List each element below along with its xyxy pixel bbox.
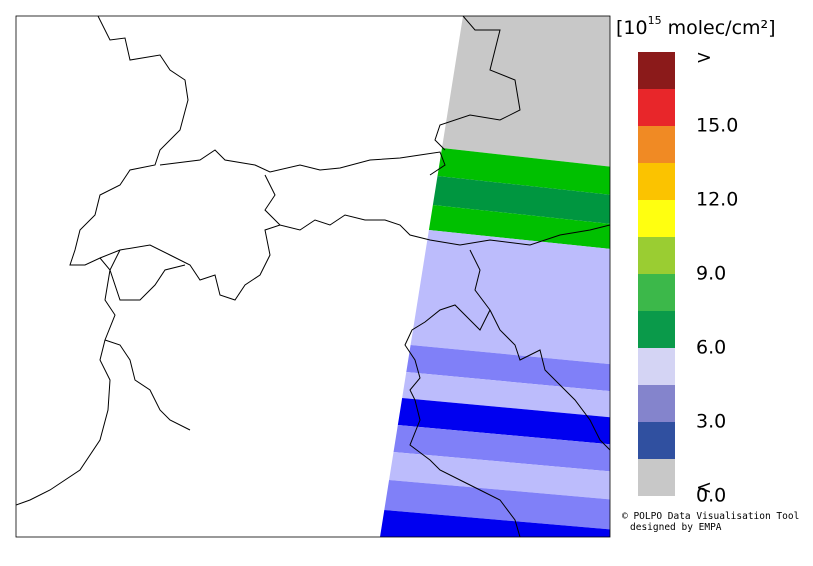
swath-stripe [384, 480, 610, 530]
colorbar-label: 15.0 [696, 115, 738, 137]
legend-unit: [1015 molec/cm²] [616, 14, 776, 39]
swath-stripe [380, 510, 610, 537]
colorbar-label: > [696, 47, 712, 69]
swath-stripe [402, 372, 610, 418]
colorbar-segment [638, 274, 675, 311]
swath-stripe [410, 230, 610, 365]
swath-stripe [437, 148, 610, 195]
colorbar-label: 6.0 [696, 337, 726, 359]
colorbar-segment [638, 52, 675, 89]
colorbar-segment [638, 126, 675, 163]
colorbar-segment [638, 311, 675, 348]
colorbar-segment [638, 348, 675, 385]
colorbar-label: 12.0 [696, 189, 738, 211]
colorbar-label: 0.0 [696, 485, 726, 507]
swath-stripe [441, 16, 610, 167]
swath-stripe [389, 452, 610, 500]
swath-stripe [432, 176, 610, 224]
colorbar-segment [638, 422, 675, 459]
unit-base: [10 [616, 17, 648, 39]
colorbar-segment [638, 385, 675, 422]
colorbar-label: 9.0 [696, 263, 726, 285]
colorbar-segment [638, 163, 675, 200]
colorbar-label: 3.0 [696, 411, 726, 433]
map-frame [15, 15, 611, 538]
unit-exponent: 15 [648, 14, 662, 27]
borders [16, 16, 610, 537]
unit-rest: molec/cm²] [662, 17, 776, 39]
swath-stripe [406, 345, 610, 392]
satellite-swath [380, 16, 610, 537]
credit-line: designed by EMPA [630, 522, 722, 533]
colorbar-segment [638, 237, 675, 274]
colorbar-segment [638, 200, 675, 237]
colorbar: >15.0 12.0 9.0 6.0 3.0 0.0< [638, 47, 738, 507]
credit-line: © POLPO Data Visualisation Tool [622, 511, 799, 522]
swath-stripe [397, 398, 610, 445]
swath-stripe [428, 205, 610, 249]
swath-stripe [393, 425, 610, 472]
colorbar-segment [638, 459, 675, 496]
colorbar-label: < [696, 477, 712, 499]
colorbar-segment [638, 89, 675, 126]
